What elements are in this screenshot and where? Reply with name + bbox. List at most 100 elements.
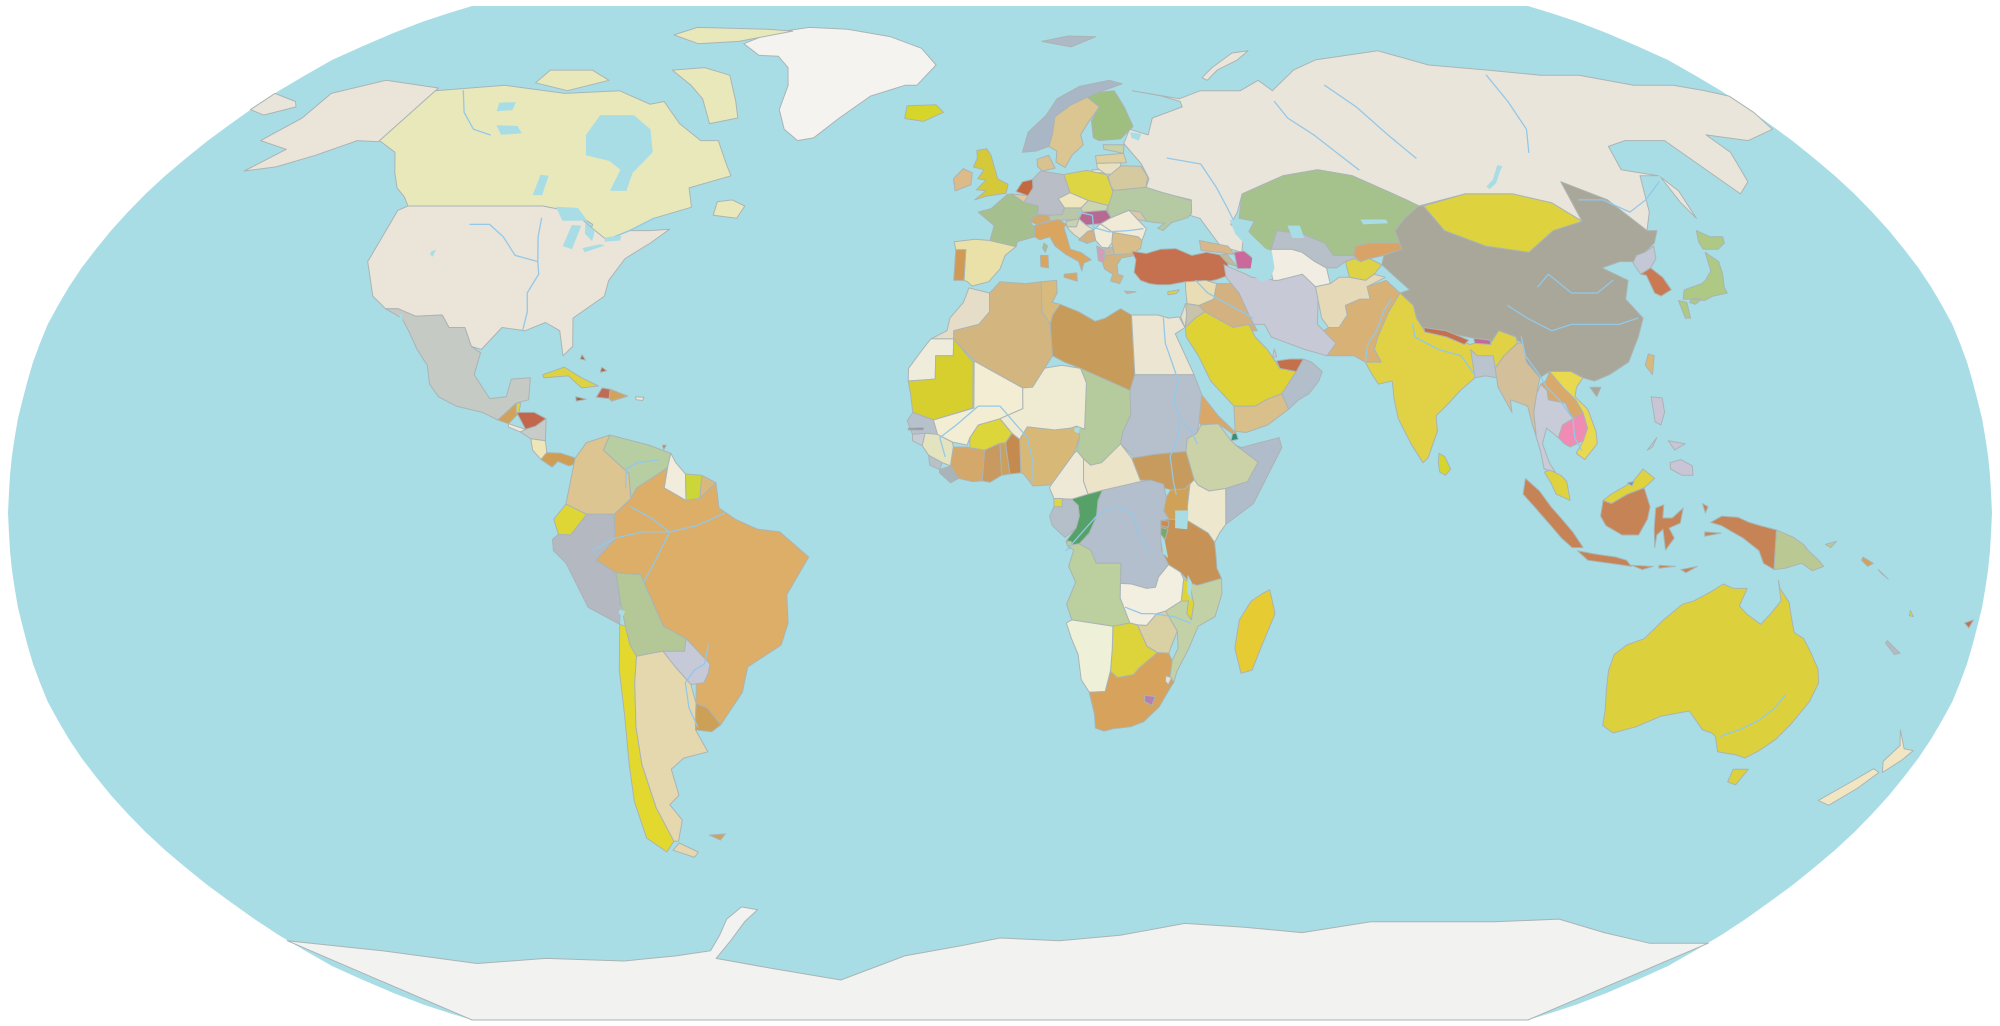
region-lesotho (1143, 694, 1156, 706)
region-united-kingdom (972, 148, 1009, 201)
region-jamaica (575, 396, 587, 402)
indus-river (1364, 298, 1392, 363)
lake-malawi (1187, 574, 1192, 600)
nile-river (1162, 317, 1181, 495)
niger-river (939, 405, 1034, 483)
lake-tanganyika (1160, 535, 1169, 559)
region-mauritania (907, 338, 974, 421)
region-bahamas (579, 354, 608, 373)
murray-darling-river (1719, 694, 1786, 737)
lake-huron (584, 223, 595, 242)
region-belarus (1107, 165, 1149, 191)
region-puerto-rico (634, 396, 645, 401)
region-gambia (907, 427, 924, 431)
region-new-caledonia (1885, 640, 1901, 655)
lake-titicaca (618, 609, 625, 617)
region-peru (552, 513, 621, 625)
region-sri-lanka (1437, 452, 1452, 476)
region-cambodia (1557, 411, 1588, 448)
region-australia (1602, 579, 1820, 786)
yellow-river (1537, 273, 1614, 294)
region-georgia (1198, 240, 1236, 256)
great-bear-lake (496, 102, 517, 112)
region-qatar (1272, 348, 1278, 359)
mekong-river (1520, 336, 1583, 451)
mackenzie-river (462, 90, 491, 136)
region-ireland (952, 168, 973, 192)
region-philippines (1646, 396, 1694, 476)
danube-river (1076, 211, 1144, 233)
region-somalia (1225, 437, 1283, 525)
region-liberia (939, 465, 960, 484)
region-denmark (1036, 154, 1056, 172)
region-italy (1033, 219, 1092, 282)
region-dominican-republic (608, 388, 629, 402)
mississippi-river (521, 217, 543, 332)
yenisei-river (1324, 84, 1417, 159)
region-svalbard (1041, 35, 1097, 48)
zambezi-river (1124, 606, 1191, 624)
lena-river (1485, 74, 1530, 153)
region-cuba (542, 366, 599, 389)
aral-sea (1287, 225, 1305, 238)
region-south-korea (1640, 267, 1672, 297)
lake-victoria (1175, 510, 1189, 530)
lake-baikal (1486, 165, 1503, 190)
region-oman (1281, 358, 1323, 410)
lake-balkhash (1360, 219, 1389, 225)
region-mozambique (1165, 577, 1223, 683)
region-turkey (1131, 248, 1229, 286)
great-slave-lake (496, 125, 522, 135)
ganges-river (1412, 323, 1476, 376)
lake-chad (1074, 427, 1080, 434)
region-vanuatu (1908, 609, 1914, 618)
amazon-river (592, 512, 726, 552)
region-rwanda (1160, 520, 1170, 528)
region-bhutan (1473, 337, 1492, 345)
lake-erie (582, 244, 605, 253)
region-papua-new-guinea (1773, 529, 1838, 572)
region-suriname (685, 473, 703, 501)
region-mongolia (1423, 193, 1583, 253)
amur-river (1578, 181, 1660, 213)
region-poland (1063, 169, 1115, 206)
euphrates-river (1195, 279, 1254, 319)
region-uae (1276, 358, 1304, 372)
great-salt-lake (429, 249, 437, 257)
region-panama (540, 452, 577, 468)
region-iceland (904, 104, 944, 122)
region-mexico (385, 308, 531, 421)
congo-river (1065, 506, 1150, 552)
blue-nile (1179, 418, 1198, 445)
region-south-africa (1088, 652, 1175, 732)
lake-superior (555, 206, 588, 221)
region-burundi (1160, 527, 1169, 540)
region-vietnam (1549, 371, 1598, 461)
region-sweden (1048, 96, 1100, 168)
lake-winnipeg (532, 174, 549, 196)
lake-michigan (562, 225, 582, 250)
lake-ontario (604, 235, 622, 242)
region-greenland (743, 26, 937, 142)
region-nepal (1423, 327, 1470, 345)
region-mali (932, 360, 1024, 446)
region-eswatini (1164, 675, 1173, 686)
region-equatorial-guinea (1053, 498, 1063, 508)
region-gabon (1049, 498, 1080, 538)
missouri-river (469, 223, 539, 263)
madeira-river (643, 531, 671, 583)
region-solomon-islands (1861, 556, 1889, 580)
ob-river (1273, 100, 1360, 171)
parana-river (684, 644, 709, 728)
rio-negro (630, 506, 671, 533)
orinoco-river (625, 458, 661, 489)
yangtze-river (1506, 304, 1639, 332)
lake-ladoga (1130, 132, 1142, 141)
region-falkland-islands (708, 833, 726, 841)
volga-river (1166, 157, 1237, 226)
region-finland (1086, 90, 1134, 142)
region-argentina (634, 650, 709, 858)
caspian-sea (1229, 219, 1275, 282)
